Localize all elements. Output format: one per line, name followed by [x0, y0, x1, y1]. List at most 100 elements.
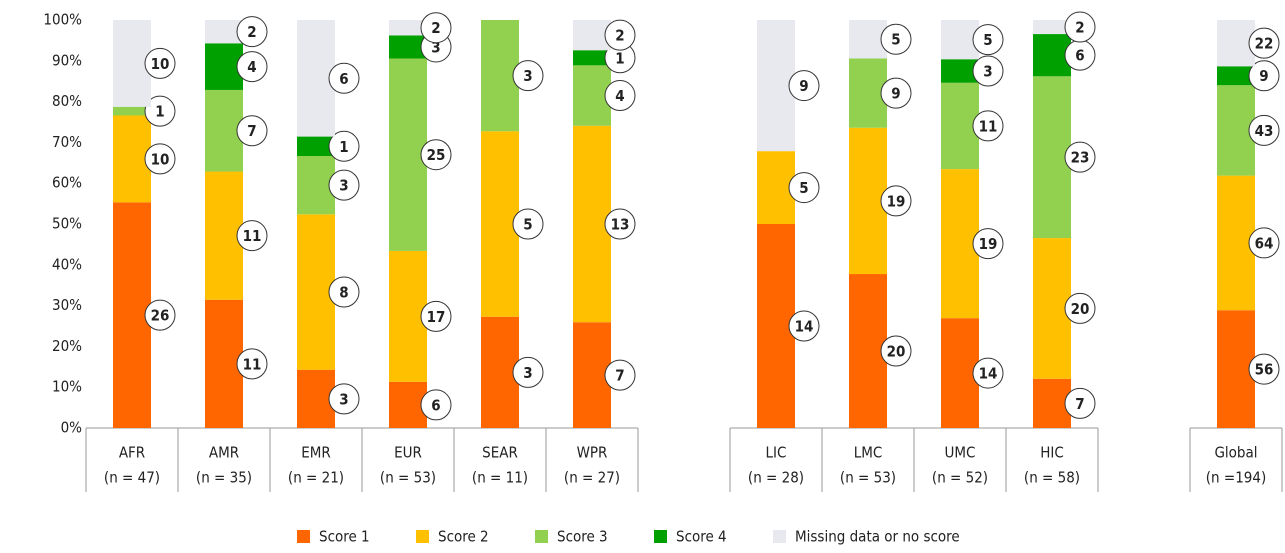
x-tick-label: EMR [301, 444, 331, 462]
data-label: 7 [247, 122, 256, 140]
label-circle [1064, 141, 1096, 173]
label-circle [328, 276, 360, 308]
label-circle [144, 299, 176, 331]
label-circle [788, 70, 820, 102]
data-label: 20 [887, 343, 906, 361]
x-tick-note: (n = 28) [748, 469, 804, 487]
data-label: 10 [151, 150, 170, 168]
label-circle [880, 335, 912, 367]
label-circle [880, 185, 912, 217]
label-circle [420, 300, 452, 332]
data-label: 3 [431, 38, 440, 56]
bar-segment [941, 59, 979, 83]
data-label: 14 [979, 365, 998, 383]
bar-segment [297, 136, 335, 156]
data-label: 11 [243, 355, 262, 373]
data-label: 3 [339, 390, 348, 408]
data-label: 2 [431, 19, 440, 37]
data-label: 11 [243, 227, 262, 245]
legend-swatch [535, 530, 548, 543]
x-tick-note: (n = 52) [932, 469, 988, 487]
label-circle [788, 310, 820, 342]
label-circle [604, 208, 636, 240]
data-label: 2 [247, 23, 256, 41]
y-tick-label: 70% [52, 133, 82, 151]
legend-label: Missing data or no score [795, 528, 960, 546]
x-tick-note: (n = 53) [840, 469, 896, 487]
data-label: 6 [1075, 47, 1084, 65]
y-tick-label: 30% [52, 296, 82, 314]
label-circle [972, 24, 1004, 56]
label-circle [604, 359, 636, 391]
data-label: 14 [795, 318, 814, 336]
x-tick-note: (n = 58) [1024, 469, 1080, 487]
data-label: 64 [1255, 234, 1274, 252]
label-circle [512, 60, 544, 92]
label-circle [1248, 27, 1280, 59]
label-circle [328, 130, 360, 162]
x-tick-note: (n = 53) [380, 469, 436, 487]
bar-segment [1217, 66, 1255, 86]
data-label: 1 [339, 138, 348, 156]
data-label: 6 [339, 70, 348, 88]
data-label: 19 [979, 235, 998, 253]
data-label: 25 [427, 146, 446, 164]
label-circle [420, 389, 452, 421]
y-tick-label: 60% [52, 174, 82, 192]
label-circle [144, 95, 176, 127]
data-label: 4 [247, 58, 256, 76]
legend-label: Score 3 [557, 528, 608, 546]
data-label: 8 [339, 284, 348, 302]
bar-segment [389, 35, 427, 59]
x-tick-note: (n = 21) [288, 469, 344, 487]
data-label: 7 [1075, 395, 1084, 413]
label-circle [236, 51, 268, 83]
x-tick-label: UMC [945, 444, 976, 462]
data-label: 7 [615, 367, 624, 385]
x-tick-note: (n =194) [1206, 469, 1266, 487]
data-label: 1 [615, 49, 624, 67]
data-label: 26 [151, 307, 170, 325]
data-label: 3 [523, 67, 532, 85]
label-circle [1064, 292, 1096, 324]
legend-swatch [416, 530, 429, 543]
label-circle [1064, 387, 1096, 419]
data-label: 10 [151, 55, 170, 73]
label-circle [604, 80, 636, 112]
data-label: 43 [1255, 122, 1274, 140]
legend-label: Score 1 [319, 528, 370, 546]
x-tick-label: AMR [209, 444, 239, 462]
x-tick-label: EUR [394, 444, 422, 462]
label-circle [328, 62, 360, 94]
y-tick-label: 90% [52, 51, 82, 69]
legend-swatch [654, 530, 667, 543]
data-label: 13 [611, 216, 630, 234]
y-tick-label: 40% [52, 255, 82, 273]
label-circle [788, 172, 820, 204]
label-circle [1248, 60, 1280, 92]
legend-swatch [297, 530, 310, 543]
data-label: 5 [891, 31, 900, 49]
x-tick-label: HIC [1040, 444, 1064, 462]
x-tick-note: (n = 47) [104, 469, 160, 487]
data-label: 4 [615, 87, 624, 105]
bar-segment [205, 20, 243, 44]
label-circle [1248, 227, 1280, 259]
x-tick-note: (n = 35) [196, 469, 252, 487]
label-circle [236, 16, 268, 48]
data-label: 6 [431, 396, 440, 414]
data-label: 56 [1255, 361, 1274, 379]
data-label: 11 [979, 117, 998, 135]
legend-label: Score 4 [676, 528, 727, 546]
x-tick-label: LMC [854, 444, 883, 462]
label-circle [972, 55, 1004, 87]
y-tick-label: 10% [52, 378, 82, 396]
x-tick-note: (n = 27) [564, 469, 620, 487]
label-circle [880, 23, 912, 55]
label-circle [236, 220, 268, 252]
legend-label: Score 2 [438, 528, 489, 546]
label-circle [972, 357, 1004, 389]
data-label: 2 [615, 27, 624, 45]
data-label: 3 [339, 177, 348, 195]
data-label: 9 [1259, 67, 1268, 85]
